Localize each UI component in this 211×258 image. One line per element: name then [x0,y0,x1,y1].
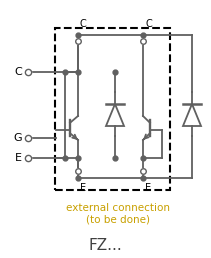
Text: (to be done): (to be done) [85,215,150,225]
Text: C: C [145,19,152,29]
Text: E: E [145,183,151,193]
Text: E: E [80,183,86,193]
Text: FZ...: FZ... [88,238,122,253]
Bar [55,28,170,190]
Text: C: C [80,19,87,29]
Text: G: G [13,133,22,143]
Text: E: E [15,153,22,163]
Text: C: C [14,67,22,77]
Text: external connection: external connection [65,203,169,213]
